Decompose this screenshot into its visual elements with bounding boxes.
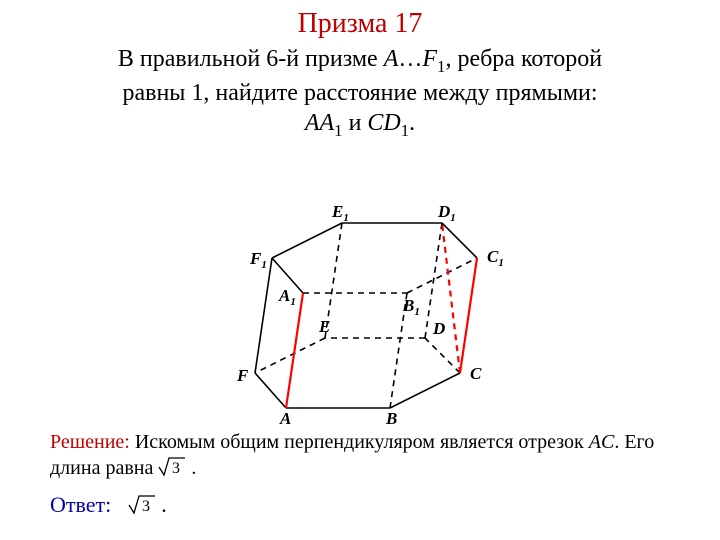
solution-lead: Решение: (50, 431, 130, 453)
prism-figure: A B C D E F A1 B1 C1 D1 E1 F1 (200, 148, 520, 438)
pv-F: F (422, 46, 437, 72)
pv-CD-sub: 1 (401, 121, 409, 140)
answer-sqrt-icon: 3 (128, 493, 156, 521)
vertex-label-D: D (432, 319, 445, 338)
solution-sqrt-val: 3 (172, 460, 180, 477)
solution-seg: AC (589, 431, 615, 453)
solution-tail: . (186, 457, 196, 479)
vertex-label-E1: E1 (331, 202, 349, 224)
pv-CD: CD (367, 110, 400, 136)
vertex-label-B1: B1 (402, 296, 420, 318)
vertex-label-F1: F1 (249, 249, 267, 271)
problem-and: и (343, 110, 368, 136)
vertex-label-B: B (385, 409, 397, 428)
vertex-label-C1: C1 (487, 247, 504, 269)
answer-sqrt-val: 3 (142, 498, 150, 515)
answer-block: Ответ: 3 . (50, 492, 670, 521)
solution-block: Решение: Искомым общим перпендикуляром я… (50, 430, 670, 484)
answer-space (117, 492, 123, 517)
vertex-label-A1: A1 (278, 286, 296, 308)
solution-sqrt-icon: 3 (158, 455, 186, 484)
page-title: Призма 17 (0, 0, 720, 40)
problem-dot: . (409, 110, 415, 136)
problem-ellipsis: … (398, 46, 422, 72)
vertex-label-F: F (236, 366, 249, 385)
answer-lead: Ответ: (50, 492, 111, 517)
pv-AA-sub: 1 (334, 121, 342, 140)
title-text: Призма 17 (298, 8, 423, 39)
problem-line2: равны 1, найдите расстояние между прямым… (122, 80, 597, 106)
answer-tail: . (156, 492, 167, 517)
vertex-label-C: C (470, 364, 482, 383)
problem-t1: В правильной 6-й призме (118, 46, 384, 72)
solution-t1: Искомым общим перпендикуляром является о… (130, 431, 589, 453)
problem-text: В правильной 6-й призме A…F 1 , ребра кото… (40, 44, 680, 142)
pv-A: A (384, 46, 399, 72)
vertex-label-A: A (279, 409, 291, 428)
vertex-label-E: E (318, 317, 330, 336)
problem-t2: , ребра которой (445, 46, 602, 72)
vertex-label-D1: D1 (437, 202, 456, 224)
pv-AA: AA (305, 110, 334, 136)
